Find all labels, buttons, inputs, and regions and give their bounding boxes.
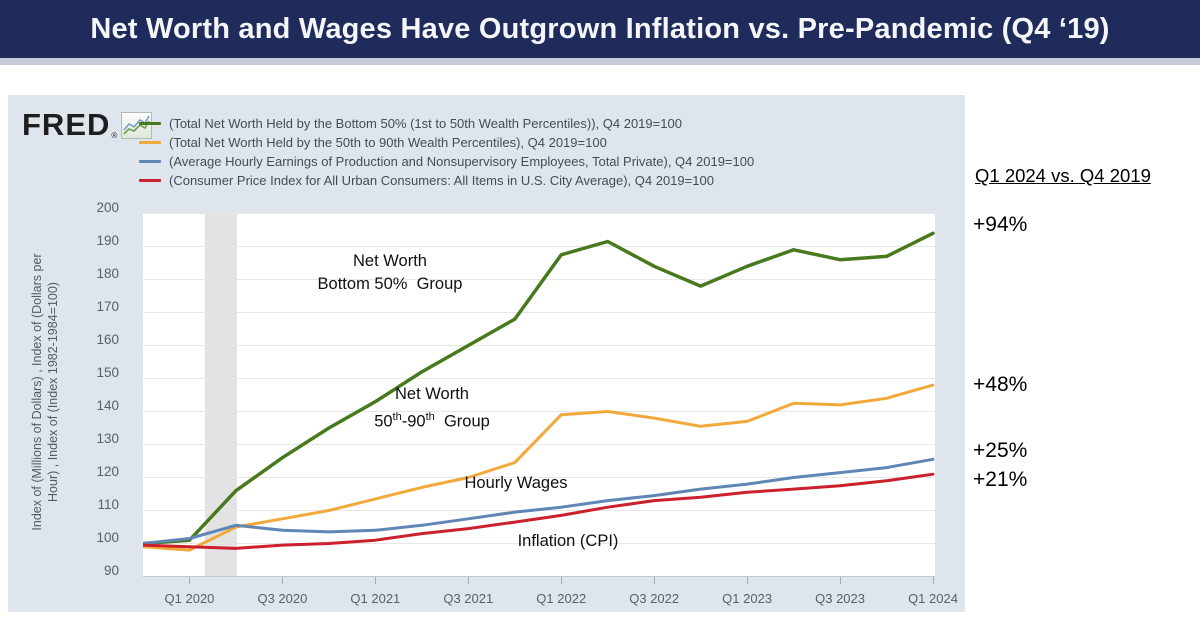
y-tick-label: 110 (97, 496, 119, 512)
y-axis-title: Index of (Millions of Dollars) , Index o… (29, 205, 63, 579)
title-bar-divider (0, 58, 1200, 65)
line-chart (143, 213, 935, 577)
y-tick-label: 150 (96, 364, 119, 380)
x-tick-label: Q3 2020 (257, 591, 308, 606)
y-tick-label: 90 (103, 562, 119, 578)
legend-label-cpi: (Consumer Price Index for All Urban Cons… (169, 173, 714, 188)
x-tick-label: Q3 2021 (443, 591, 494, 606)
x-tick-label: Q1 2022 (536, 591, 587, 606)
annotation-net-worth-bottom50: Net Worth Bottom 50% Group (317, 252, 463, 293)
legend-item: (Consumer Price Index for All Urban Cons… (139, 171, 754, 190)
legend-label-wages: (Average Hourly Earnings of Production a… (169, 154, 755, 169)
legend-swatch-wages (139, 160, 161, 163)
x-tick-label: Q1 2024 (908, 591, 958, 606)
plot-area (143, 213, 935, 577)
y-tick-label: 180 (96, 265, 119, 281)
legend-swatch-bottom50 (139, 122, 161, 125)
fred-chart-card: FRED ® (Total Net Worth Held by the Bott… (8, 95, 965, 612)
x-tick-label: Q1 2020 (164, 591, 215, 606)
x-tick-label: Q1 2021 (350, 591, 401, 606)
legend-item: (Total Net Worth Held by the 50th to 90t… (139, 133, 754, 152)
series-line-0 (143, 231, 935, 546)
y-tick-label: 130 (96, 430, 119, 446)
legend-swatch-50-90 (139, 141, 161, 144)
registered-trademark: ® (111, 131, 118, 140)
y-tick-label: 170 (96, 298, 119, 314)
comparison-header: Q1 2024 vs. Q4 2019 (975, 165, 1151, 186)
legend-item: (Average Hourly Earnings of Production a… (139, 152, 754, 171)
comparison-value-net-worth-50-90: +48% (973, 373, 1028, 396)
y-tick-label: 120 (96, 463, 119, 479)
y-axis-title-line2: Hour) , Index of (Index 1982-1984=100) (46, 282, 60, 502)
recession-band (204, 213, 237, 577)
x-tick-mark (189, 577, 191, 584)
x-tick-mark (375, 577, 377, 584)
annotation-net-worth-50-90: Net Worth 50th-90th Group (374, 385, 490, 431)
sparkline-icon (121, 111, 153, 139)
comparison-value-hourly-wages: +25% (973, 439, 1028, 462)
x-tick-mark (840, 577, 842, 584)
x-tick-label: Q3 2023 (815, 591, 865, 606)
x-tick-mark (654, 577, 656, 584)
x-tick-mark (282, 577, 284, 584)
x-tick-mark (468, 577, 470, 584)
comparison-value-inflation-cpi: +21% (973, 468, 1028, 491)
series-line-1 (143, 383, 935, 552)
legend-label-bottom50: (Total Net Worth Held by the Bottom 50% … (169, 116, 682, 131)
y-tick-label: 140 (96, 397, 119, 413)
y-tick-label: 190 (96, 232, 119, 248)
legend-label-50-90: (Total Net Worth Held by the 50th to 90t… (169, 135, 607, 150)
x-tick-mark (561, 577, 563, 584)
y-tick-label: 160 (96, 331, 119, 347)
page-title: Net Worth and Wages Have Outgrown Inflat… (90, 12, 1110, 45)
series-line-3 (143, 472, 935, 550)
y-tick-label: 100 (96, 529, 119, 545)
x-tick-label: Q3 2022 (629, 591, 680, 606)
annotation-inflation-cpi: Inflation (CPI) (517, 532, 619, 550)
y-tick-label: 200 (96, 199, 119, 215)
x-tick-label: Q1 2023 (722, 591, 773, 606)
legend-item: (Total Net Worth Held by the Bottom 50% … (139, 114, 754, 133)
x-tick-mark (933, 577, 934, 584)
fred-logo-text: FRED (22, 107, 111, 142)
comparison-value-net-worth-bottom50: +94% (973, 213, 1028, 236)
y-axis-title-line1: Index of (Millions of Dollars) , Index o… (30, 253, 44, 531)
x-tick-mark (747, 577, 749, 584)
series-line-2 (143, 457, 935, 545)
legend: (Total Net Worth Held by the Bottom 50% … (139, 114, 754, 190)
annotation-hourly-wages: Hourly Wages (464, 474, 568, 492)
fred-logo: FRED ® (22, 107, 153, 143)
title-bar: Net Worth and Wages Have Outgrown Inflat… (0, 0, 1200, 58)
legend-swatch-cpi (139, 179, 161, 182)
